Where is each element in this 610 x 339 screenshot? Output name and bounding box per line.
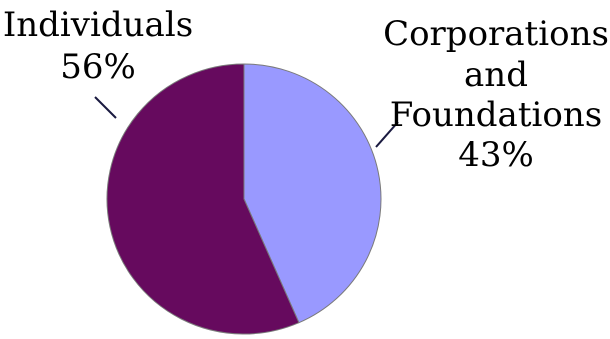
label-corporations-percent: 43%: [458, 135, 534, 175]
label-corporations: Corporations and Foundations 43%: [383, 14, 609, 175]
leader-line-individuals: [94, 96, 117, 119]
pie-slice-individuals: [106, 63, 300, 335]
pie-slices: [106, 63, 382, 335]
label-individuals: Individuals 56%: [3, 5, 193, 87]
label-corporations-line2: and: [464, 55, 528, 95]
label-corporations-line3: Foundations: [390, 95, 602, 135]
pie-slice-corporations: [243, 63, 382, 324]
label-individuals-percent: 56%: [60, 47, 136, 87]
leader-line-corporations: [375, 121, 399, 148]
label-corporations-line1: Corporations: [383, 14, 609, 54]
label-individuals-name: Individuals: [3, 5, 193, 45]
